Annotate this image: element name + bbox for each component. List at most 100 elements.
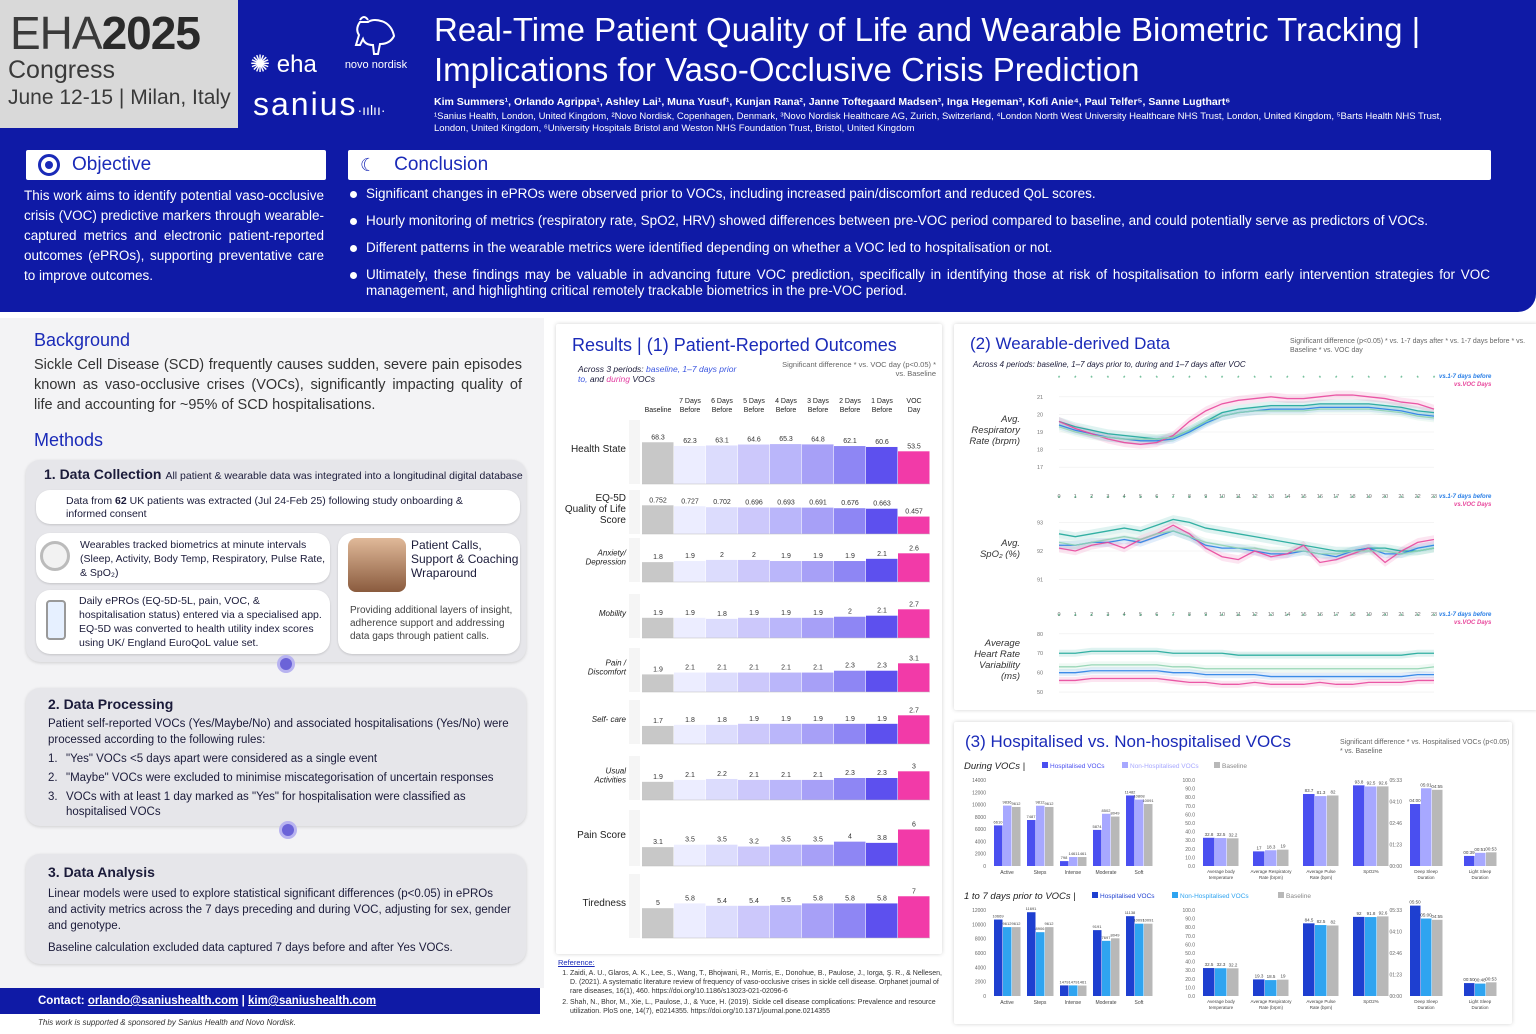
data-label: 3.2 [749,839,759,846]
bar [770,844,802,866]
data-label: 18.5 [1267,974,1276,979]
data-label: 2.1 [749,665,759,672]
x-tick-label: Average Pulse [1306,869,1336,874]
significance-marker: * [1253,614,1256,620]
data-label: 92.6 [1379,910,1388,915]
row-label: Mobility [599,609,627,618]
bar [738,723,770,744]
significance-legend: Significant difference (p<0.05) * vs. 1-… [1290,338,1526,354]
objective-text: This work aims to identify potential vas… [24,188,324,283]
x-tick-label: 0 [1057,494,1060,500]
data-label: 798 [1061,855,1068,860]
significance-marker: * [1156,496,1159,502]
bar [1078,985,1087,996]
data-collection-item [36,590,330,654]
data-label: 2.1 [877,608,887,615]
data-label: 9612 [1045,921,1055,926]
data-label: 7697 [1102,935,1112,940]
bar [802,617,834,638]
significance-marker: * [1237,376,1240,382]
significance-marker: * [1433,376,1436,382]
y-tick-label: 8000 [975,937,986,943]
significance-marker: * [1205,496,1208,502]
x-tick-label: Average body [1207,999,1235,1004]
legend-entry: Baseline [1222,763,1247,770]
series-line [1059,670,1434,678]
series-line [1059,664,1435,670]
y-tick-label: 19 [1037,430,1043,436]
novo-nordisk-logo-text: novo nordisk [344,59,408,71]
x-tick-label: Rate (brpm) [1259,875,1284,880]
significance-marker: * [1417,496,1420,502]
bar [1135,799,1144,866]
x-tick-label: Intense [1065,1000,1082,1006]
x-tick-label: Light Sleep [1469,869,1492,874]
email-link[interactable]: orlando@saniushealth.com [87,995,239,1007]
bar [802,903,834,938]
x-tick-label: 2 [1090,612,1093,618]
bar [834,903,866,938]
bar [802,561,834,582]
x-tick-label: 11 [1235,494,1241,500]
bar [1102,813,1111,866]
bar [674,506,706,534]
x-tick-label: 23 [1431,612,1437,618]
x-tick-label: Average Respiratory [1251,999,1293,1004]
x-tick-label: 7 [1172,494,1175,500]
data-label: 18.3 [1267,844,1276,849]
y-tick-label: 70 [1037,651,1043,657]
x-tick-label: Deep Sleep [1414,999,1438,1004]
y-axis-strip [629,490,640,534]
confidence-band [1059,661,1434,673]
data-label: 5.8 [685,895,695,902]
x-tick-label: SpO2% [1363,999,1379,1004]
y-tick-label: 00:00 [1389,994,1402,1000]
bar [994,919,1003,996]
bar [738,617,770,638]
data-collection-title: 1. Data Collection All patient & wearable… [44,466,523,482]
significance-marker: * [1433,496,1436,502]
data-label: 2.1 [781,772,791,779]
row-label: Discomfort [588,667,627,676]
legend-swatch [1122,762,1128,768]
data-label: 04:55 [1431,914,1443,919]
bar [1069,857,1078,866]
data-label: 6 [912,821,916,828]
row-label: Quality of Life [565,504,627,515]
y-tick-label: 70.0 [1185,934,1195,940]
x-tick-label: 0 [1057,612,1060,618]
bar [802,723,834,744]
y-axis-label: Avg. [1000,538,1020,549]
data-label: 1.9 [653,774,663,781]
bar [1027,820,1036,866]
legend-entry: vs.1-7 days before [1439,374,1492,380]
email-link[interactable]: kim@saniushealth.com [247,995,377,1007]
data-collection-item [36,533,330,583]
significance-marker: * [1221,496,1224,502]
significance-marker: * [1417,376,1420,382]
significance-marker: * [1090,614,1093,620]
bar [1144,923,1153,996]
x-tick-label: Deep Sleep [1414,869,1438,874]
bar [1111,938,1120,996]
x-tick-label: Before [872,407,893,414]
significance-marker: * [1107,376,1110,382]
data-label: 60.6 [875,439,889,446]
y-tick-label: 01:23 [1389,973,1402,979]
data-label: 0.727 [681,498,699,505]
x-tick-label: Moderate [1095,1000,1116,1006]
data-label: 1.9 [845,553,855,560]
eha-logo: ✺ eha [250,51,317,78]
bar [866,615,898,638]
bar [1410,804,1421,866]
y-tick-label: 100.0 [1182,778,1195,784]
bar [770,905,802,938]
y-tick-label: 80.0 [1185,925,1195,931]
x-tick-label: Average body [1207,869,1235,874]
data-processing-title: 2. Data Processing [48,696,174,712]
x-tick-label: temperature [1209,875,1234,880]
data-label: 92.5 [1367,780,1376,785]
bar [642,617,674,638]
data-label: 64.6 [747,437,761,444]
